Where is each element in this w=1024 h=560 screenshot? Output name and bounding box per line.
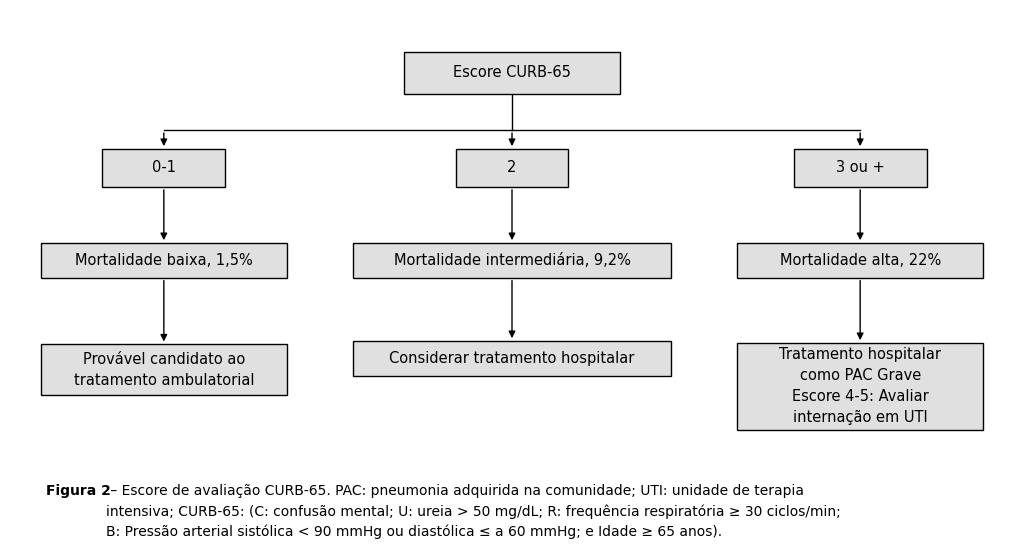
Text: Figura 2: Figura 2 [46,484,111,498]
FancyBboxPatch shape [737,343,983,430]
Text: Escore CURB-65: Escore CURB-65 [453,66,571,80]
FancyBboxPatch shape [456,149,568,187]
Text: 2: 2 [507,161,517,175]
FancyBboxPatch shape [794,149,927,187]
Text: Considerar tratamento hospitalar: Considerar tratamento hospitalar [389,351,635,366]
FancyBboxPatch shape [737,243,983,278]
Text: Mortalidade baixa, 1,5%: Mortalidade baixa, 1,5% [75,253,253,268]
FancyBboxPatch shape [353,243,671,278]
FancyBboxPatch shape [353,341,671,376]
Text: Tratamento hospitalar
como PAC Grave
Escore 4-5: Avaliar
internação em UTI: Tratamento hospitalar como PAC Grave Esc… [779,347,941,426]
Text: – Escore de avaliação CURB-65. PAC: pneumonia adquirida na comunidade; UTI: unid: – Escore de avaliação CURB-65. PAC: pneu… [106,484,842,539]
FancyBboxPatch shape [41,344,287,395]
Text: Provável candidato ao
tratamento ambulatorial: Provável candidato ao tratamento ambulat… [74,352,254,388]
Text: 0-1: 0-1 [152,161,176,175]
FancyBboxPatch shape [404,52,620,94]
Text: 3 ou +: 3 ou + [836,161,885,175]
FancyBboxPatch shape [41,243,287,278]
FancyBboxPatch shape [102,149,225,187]
Text: Mortalidade intermediária, 9,2%: Mortalidade intermediária, 9,2% [393,253,631,268]
Text: Mortalidade alta, 22%: Mortalidade alta, 22% [779,253,941,268]
